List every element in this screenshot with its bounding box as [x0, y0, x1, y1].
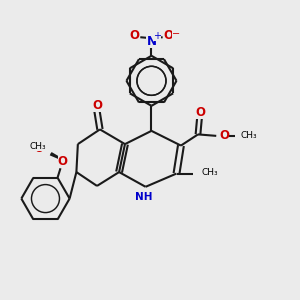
Text: −: − [172, 29, 180, 39]
Text: CH₃: CH₃ [29, 142, 46, 151]
Text: CH₃: CH₃ [201, 168, 218, 177]
Text: O: O [164, 29, 174, 42]
Text: O: O [129, 29, 140, 42]
Text: O: O [92, 99, 102, 112]
Text: CH₃: CH₃ [240, 131, 257, 140]
Text: O: O [34, 144, 43, 154]
Text: O: O [195, 106, 205, 119]
Text: O: O [58, 155, 68, 168]
Text: N: N [146, 34, 157, 48]
Text: O: O [219, 129, 229, 142]
Text: O: O [58, 155, 68, 168]
Text: +: + [153, 31, 161, 41]
Text: NH: NH [135, 192, 153, 202]
